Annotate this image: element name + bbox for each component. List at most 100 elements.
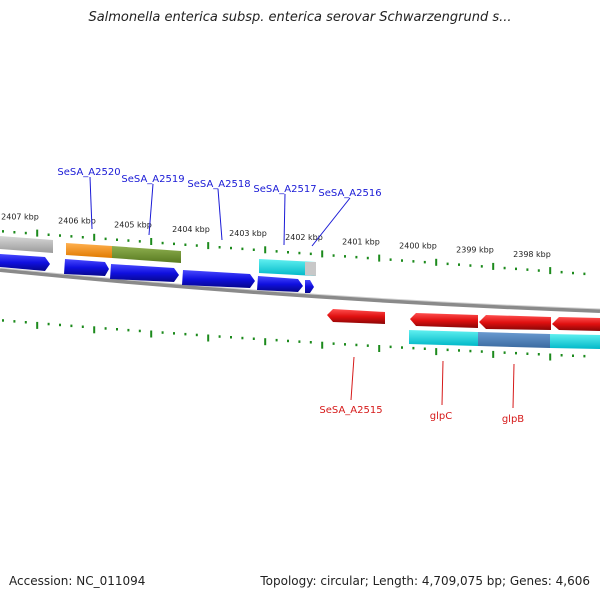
minor-tick xyxy=(332,254,335,257)
gene-arrow-forward[interactable] xyxy=(257,276,303,292)
minor-tick xyxy=(469,349,472,353)
minor-tick xyxy=(515,351,517,355)
ruler-labels: 2407 kbp 2406 kbp 2405 kbp 2404 kbp 2403 kbp… xyxy=(1,213,551,259)
gene-arrow-forward[interactable] xyxy=(305,280,314,293)
major-tick xyxy=(549,267,552,275)
minor-tick xyxy=(412,260,415,263)
minor-tick xyxy=(47,233,50,236)
minor-tick xyxy=(138,240,141,243)
minor-tick xyxy=(401,259,403,262)
minor-tick xyxy=(389,258,392,261)
major-tick xyxy=(435,348,438,356)
forward-genes xyxy=(0,254,314,293)
major-tick xyxy=(93,233,96,241)
minor-tick xyxy=(446,348,449,352)
minor-tick xyxy=(526,352,529,355)
minor-tick xyxy=(412,346,415,350)
minor-tick xyxy=(458,349,460,352)
minor-tick xyxy=(458,263,460,266)
minor-tick xyxy=(70,324,73,328)
bottom-gene-labels: SeSA_A2515 glpC glpB xyxy=(319,405,524,425)
major-tick xyxy=(36,229,39,237)
minor-tick xyxy=(480,350,483,353)
gene-arrow-reverse[interactable] xyxy=(410,313,478,328)
minor-tick xyxy=(287,339,289,343)
ruler-label: 2398 kbp xyxy=(513,250,551,259)
minor-tick xyxy=(104,327,107,330)
minor-tick xyxy=(469,264,472,267)
minor-tick xyxy=(275,250,278,253)
minor-tick xyxy=(218,335,221,338)
gene-label[interactable]: SeSA_A2519 xyxy=(121,174,184,185)
minor-tick xyxy=(332,342,335,345)
minor-tick xyxy=(161,331,164,334)
minor-tick xyxy=(241,336,244,340)
genome-title: Salmonella enterica subsp. enterica sero… xyxy=(88,10,512,25)
gene-label[interactable]: SeSA_A2520 xyxy=(57,167,120,178)
minor-tick xyxy=(423,347,426,350)
minor-tick xyxy=(2,230,4,233)
minor-tick xyxy=(344,255,346,258)
minor-tick xyxy=(116,238,118,241)
minor-tick xyxy=(59,234,61,237)
minor-tick xyxy=(138,329,141,333)
minor-tick xyxy=(526,268,529,271)
minor-tick xyxy=(230,246,232,250)
gene-arrow-reverse[interactable] xyxy=(552,317,600,331)
minor-tick xyxy=(127,328,130,332)
minor-tick xyxy=(24,321,27,324)
minor-tick xyxy=(583,354,586,358)
reverse-genes xyxy=(327,309,600,331)
minor-tick xyxy=(515,267,517,271)
minor-tick xyxy=(309,341,312,344)
top-gene-labels: SeSA_A2520 SeSA_A2519 SeSA_A2518 SeSA_A2… xyxy=(57,167,381,199)
minor-tick xyxy=(355,343,358,347)
major-tick xyxy=(264,246,267,254)
minor-tick xyxy=(583,272,586,276)
minor-tick xyxy=(480,265,483,268)
minor-tick xyxy=(252,337,255,340)
minor-tick xyxy=(344,343,346,346)
gene-arrow-forward[interactable] xyxy=(182,270,255,288)
gene-label[interactable]: SeSA_A2517 xyxy=(253,184,316,195)
minor-tick xyxy=(184,243,187,246)
major-tick xyxy=(435,258,438,266)
gene-label[interactable]: SeSA_A2515 xyxy=(319,405,382,416)
minor-tick xyxy=(70,235,73,238)
major-tick xyxy=(549,353,552,361)
major-tick xyxy=(378,254,381,262)
gene-arrow-forward[interactable] xyxy=(110,264,179,282)
minor-tick xyxy=(218,246,221,249)
minor-tick xyxy=(241,247,244,251)
gene-label[interactable]: glpC xyxy=(430,411,452,422)
minor-tick xyxy=(195,333,198,337)
gene-arrow-reverse[interactable] xyxy=(479,315,551,330)
minor-tick xyxy=(81,325,84,328)
ruler-label: 2404 kbp xyxy=(172,225,210,234)
ruler-label: 2400 kbp xyxy=(399,242,437,251)
top-leader-lines xyxy=(89,176,351,247)
major-tick xyxy=(321,341,324,349)
minor-tick xyxy=(572,271,574,275)
accession-text: Accession: NC_011094 xyxy=(9,574,146,588)
minor-tick xyxy=(47,322,50,326)
ruler-label: 2399 kbp xyxy=(456,246,494,255)
gene-label[interactable]: glpB xyxy=(502,414,524,425)
major-tick xyxy=(492,350,495,358)
ruler-label: 2402 kbp xyxy=(285,233,323,242)
gene-arrow-forward[interactable] xyxy=(64,259,109,276)
minor-tick xyxy=(355,255,358,259)
minor-tick xyxy=(230,336,232,339)
gene-label[interactable]: SeSA_A2518 xyxy=(187,179,250,190)
major-tick xyxy=(150,330,153,338)
minor-tick xyxy=(252,248,255,251)
bottom-annotation-bars xyxy=(409,330,600,349)
minor-tick xyxy=(366,256,369,260)
gene-arrow-reverse[interactable] xyxy=(327,309,385,324)
gene-arrow-forward[interactable] xyxy=(0,254,50,271)
ruler-label: 2407 kbp xyxy=(1,213,39,222)
minor-tick xyxy=(161,241,164,245)
topology-text: Topology: circular; Length: 4,709,075 bp… xyxy=(260,574,590,588)
gene-label[interactable]: SeSA_A2516 xyxy=(318,188,381,199)
